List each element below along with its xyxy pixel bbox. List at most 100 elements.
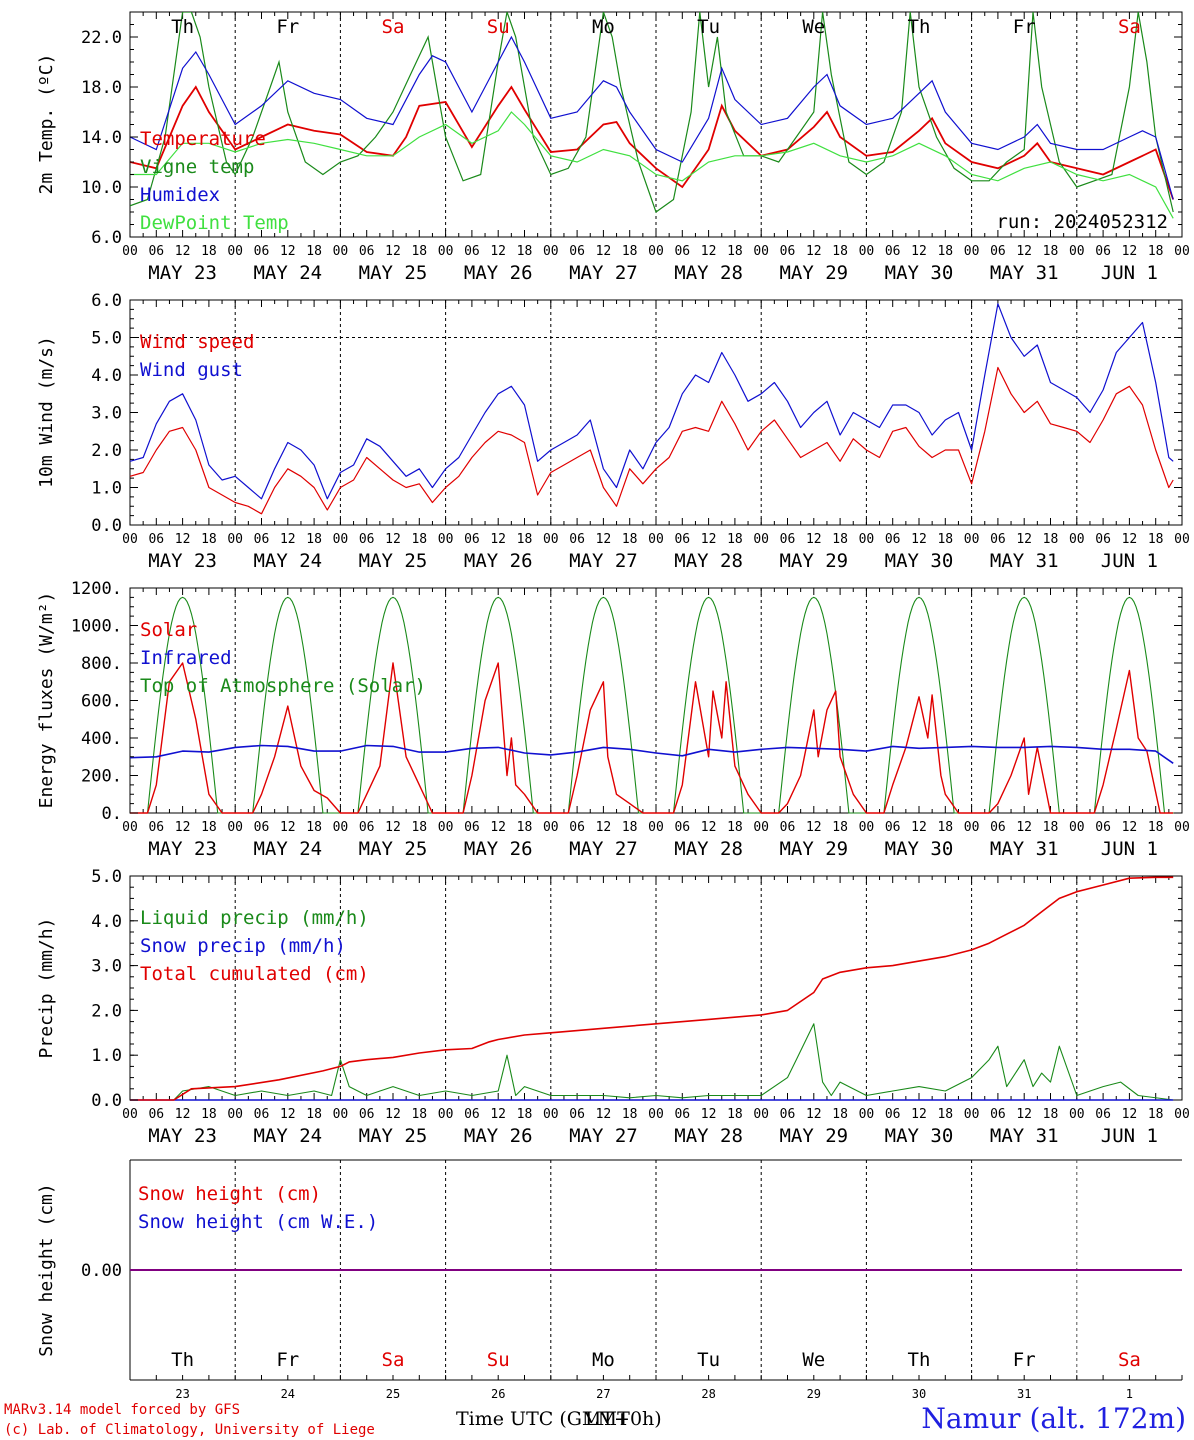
y-tick-label: 1000. [71, 617, 122, 637]
hour-tick-label: 12 [490, 1107, 506, 1122]
date-label: MAY 24 [253, 838, 322, 860]
hour-tick-label: 18 [1043, 244, 1059, 259]
hour-tick-label: 18 [937, 532, 953, 547]
day-name-bottom: Th [908, 1349, 931, 1371]
day-number: 31 [1017, 1387, 1031, 1401]
y-tick-label: 3.0 [91, 957, 122, 977]
hour-tick-label: 06 [359, 532, 375, 547]
hour-tick-label: 18 [201, 820, 217, 835]
hour-tick-label: 18 [937, 820, 953, 835]
hour-tick-label: 18 [306, 532, 322, 547]
hour-tick-label: 12 [280, 244, 296, 259]
date-label: MAY 23 [148, 1125, 217, 1147]
hour-tick-label: 00 [1069, 532, 1085, 547]
day-name: Fr [1013, 16, 1036, 38]
run-label: run: 2024052312 [996, 211, 1168, 233]
hour-tick-label: 18 [411, 820, 427, 835]
y-tick-label: 0.0 [91, 516, 122, 536]
y-tick-label: 6.0 [91, 291, 122, 311]
hour-tick-label: 00 [648, 532, 664, 547]
legend-snow-precip-mm-h-: Snow precip (mm/h) [140, 935, 346, 957]
series-vigne-temp [130, 12, 1174, 213]
hour-tick-label: 06 [1095, 532, 1111, 547]
date-label: MAY 23 [148, 550, 217, 572]
day-name-bottom: Fr [276, 1349, 299, 1371]
hour-tick-label: 06 [569, 820, 585, 835]
hour-tick-label: 12 [1122, 532, 1138, 547]
hour-tick-label: 00 [1174, 244, 1190, 259]
hour-tick-label: 06 [359, 820, 375, 835]
series-wind-gust [129, 303, 1174, 500]
legend-vigne-temp: Vigne temp [140, 156, 254, 178]
hour-tick-label: 18 [727, 532, 743, 547]
hour-tick-label: 18 [1148, 820, 1164, 835]
day-number: 25 [386, 1387, 400, 1401]
legend-snow-height-cm-w-e-: Snow height (cm W.E.) [138, 1211, 378, 1233]
hour-tick-label: 18 [306, 820, 322, 835]
hour-tick-label: 12 [911, 820, 927, 835]
hour-tick-label: 18 [832, 244, 848, 259]
hour-tick-label: 00 [1069, 1107, 1085, 1122]
hour-tick-label: 18 [201, 532, 217, 547]
y-tick-label: 5.0 [91, 329, 122, 349]
y-tick-label: 22.0 [81, 28, 122, 48]
y-axis-label-1: 2m Temp. (ºC) [36, 54, 57, 195]
hour-tick-label: 06 [464, 820, 480, 835]
hour-tick-label: 12 [806, 244, 822, 259]
y-tick-label: 1200. [71, 579, 122, 599]
hour-tick-label: 12 [911, 532, 927, 547]
hour-tick-label: 18 [517, 244, 533, 259]
hour-tick-label: 06 [254, 244, 270, 259]
hour-tick-label: 12 [596, 1107, 612, 1122]
day-name-bottom: Su [487, 1349, 510, 1371]
date-label: MAY 23 [148, 262, 217, 284]
hour-tick-label: 18 [1043, 532, 1059, 547]
y-tick-label: 400. [81, 729, 122, 749]
date-label: MAY 31 [990, 838, 1059, 860]
legend-dewpoint-temp: DewPoint Temp [140, 212, 289, 234]
hour-tick-label: 18 [1148, 532, 1164, 547]
hour-tick-label: 00 [122, 532, 138, 547]
legend-solar: Solar [140, 619, 197, 641]
hour-tick-label: 12 [701, 244, 717, 259]
date-label: MAY 24 [253, 550, 322, 572]
hour-tick-label: 06 [569, 1107, 585, 1122]
hour-tick-label: 06 [359, 244, 375, 259]
hour-tick-label: 00 [438, 244, 454, 259]
legend-snow-height-cm-: Snow height (cm) [138, 1183, 321, 1205]
y-tick-label: 2.0 [91, 441, 122, 461]
day-number: 30 [912, 1387, 926, 1401]
hour-tick-label: 12 [806, 532, 822, 547]
y-tick-label: 0. [102, 804, 122, 824]
hour-tick-label: 18 [832, 820, 848, 835]
hour-tick-label: 12 [596, 532, 612, 547]
series-liquid-precip [130, 1023, 1174, 1101]
date-label: MAY 29 [779, 550, 848, 572]
day-number: 26 [491, 1387, 505, 1401]
hour-tick-label: 18 [517, 820, 533, 835]
date-label: MAY 25 [359, 1125, 428, 1147]
hour-tick-label: 06 [990, 820, 1006, 835]
date-label: MAY 28 [674, 262, 743, 284]
y-tick-label: 18.0 [81, 78, 122, 98]
hour-tick-label: 00 [1174, 532, 1190, 547]
hour-tick-label: 00 [333, 820, 349, 835]
hour-tick-label: 00 [859, 532, 875, 547]
hour-tick-label: 00 [1174, 820, 1190, 835]
hour-tick-label: 06 [1095, 1107, 1111, 1122]
date-label: MAY 30 [885, 1125, 954, 1147]
hour-tick-label: 06 [885, 820, 901, 835]
hour-tick-label: 12 [385, 244, 401, 259]
date-label: MAY 26 [464, 1125, 533, 1147]
date-label: JUN 1 [1101, 838, 1158, 860]
hour-tick-label: 12 [490, 244, 506, 259]
day-name: We [802, 16, 825, 38]
day-name: Mo [592, 16, 615, 38]
day-name: Sa [382, 16, 405, 38]
hour-tick-label: 06 [885, 532, 901, 547]
hour-tick-label: 00 [122, 244, 138, 259]
hour-tick-label: 12 [175, 1107, 191, 1122]
hour-tick-label: 00 [648, 820, 664, 835]
hour-tick-label: 18 [306, 1107, 322, 1122]
hour-tick-label: 00 [753, 532, 769, 547]
